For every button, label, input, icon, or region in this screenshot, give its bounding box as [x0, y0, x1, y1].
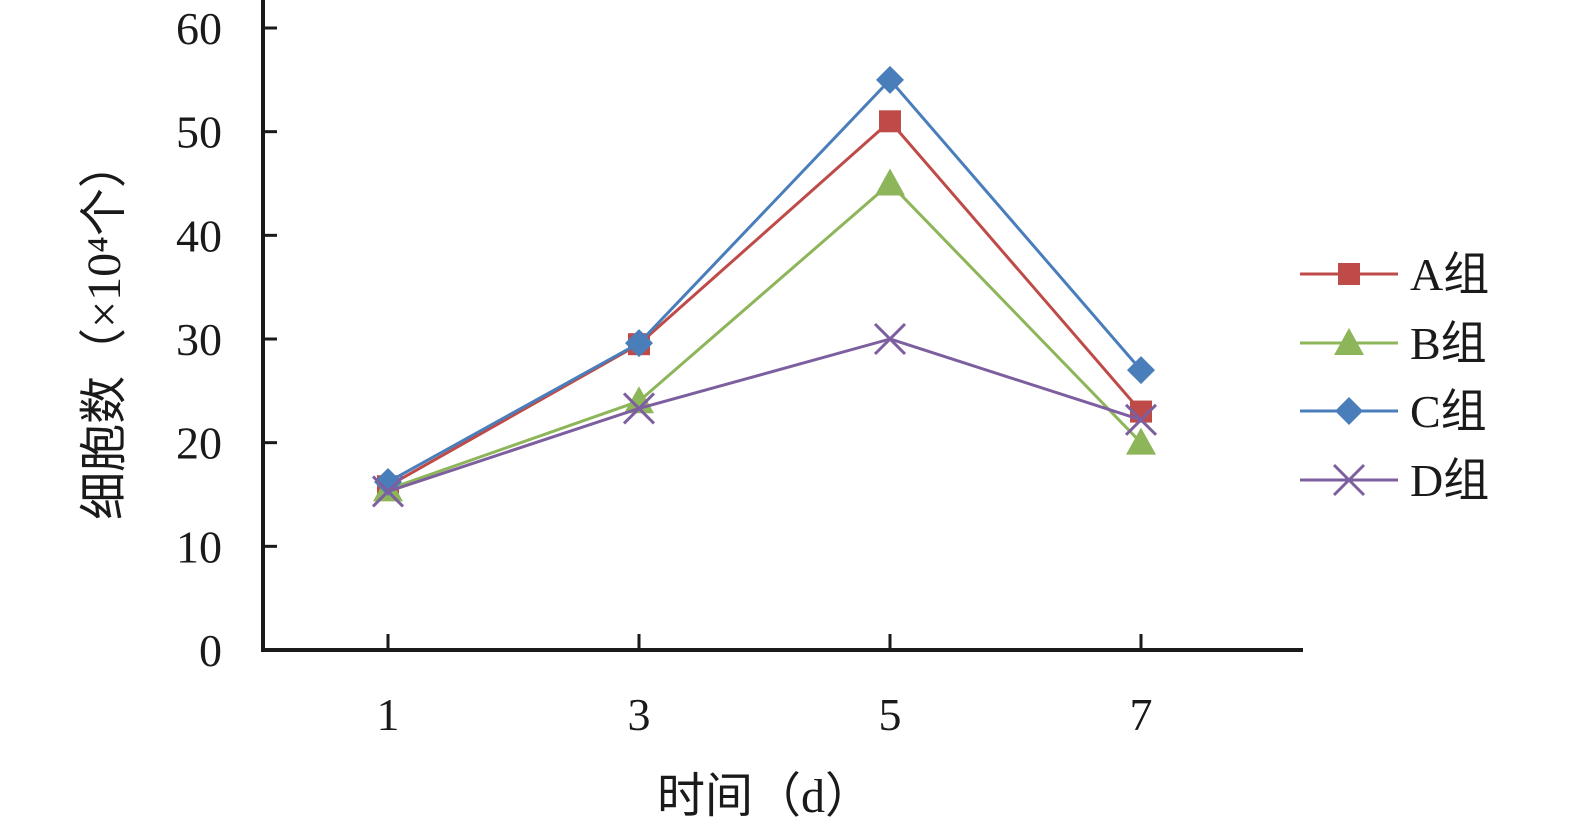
- axes: [261, 0, 1303, 652]
- y-axis-ticks: 0 10 20 30 40 50 60: [176, 3, 277, 676]
- y-tick-label: 60: [176, 3, 222, 54]
- series-2: [373, 168, 1156, 502]
- y-tick-label: 10: [176, 521, 222, 572]
- data-point: [625, 329, 653, 358]
- legend-item: D组: [1300, 455, 1489, 506]
- y-tick-label: 30: [176, 314, 222, 365]
- legend-marker: [1335, 397, 1363, 425]
- x-tick-label: 7: [1130, 689, 1153, 740]
- legend-marker: [1334, 328, 1364, 355]
- data-point: [622, 392, 656, 425]
- data-point: [876, 65, 904, 94]
- legend-label: B组: [1410, 318, 1487, 369]
- data-point: [1127, 356, 1155, 385]
- series-3: [374, 65, 1155, 497]
- data-point: [875, 168, 905, 196]
- data-point: [873, 322, 907, 356]
- data-point: [879, 110, 901, 133]
- data-point: [1124, 403, 1158, 436]
- data-point: [1126, 427, 1156, 455]
- x-tick-label: 3: [628, 689, 651, 740]
- series-line: [387, 119, 1143, 488]
- legend-item: C组: [1300, 386, 1487, 437]
- y-tick-label: 0: [199, 625, 222, 676]
- legend-item: B组: [1300, 318, 1487, 369]
- y-tick-label: 50: [176, 107, 222, 158]
- x-axis-title: 时间（d）: [657, 770, 873, 823]
- data-point: [371, 475, 405, 508]
- legend-label: A组: [1410, 249, 1489, 300]
- legend-label: D组: [1410, 455, 1489, 506]
- series-1: [377, 110, 1152, 498]
- series-layer: [371, 65, 1158, 508]
- x-axis-ticks: 1 3 5 7: [377, 634, 1153, 740]
- legend-marker: [1332, 463, 1366, 497]
- y-tick-label: 40: [176, 210, 222, 261]
- series-line: [387, 181, 1143, 491]
- y-axis-title: 细胞数（×10⁴个）: [78, 140, 131, 520]
- legend: A组 B组 C组 D组: [1300, 249, 1489, 506]
- x-tick-label: 5: [879, 689, 902, 740]
- series-4: [371, 322, 1158, 508]
- legend-label: C组: [1410, 386, 1487, 437]
- series-line: [387, 77, 1143, 484]
- y-tick-label: 20: [176, 418, 222, 469]
- legend-item: A组: [1300, 249, 1489, 300]
- legend-marker: [1338, 263, 1360, 285]
- series-line: [387, 337, 1142, 493]
- x-tick-label: 1: [377, 689, 400, 740]
